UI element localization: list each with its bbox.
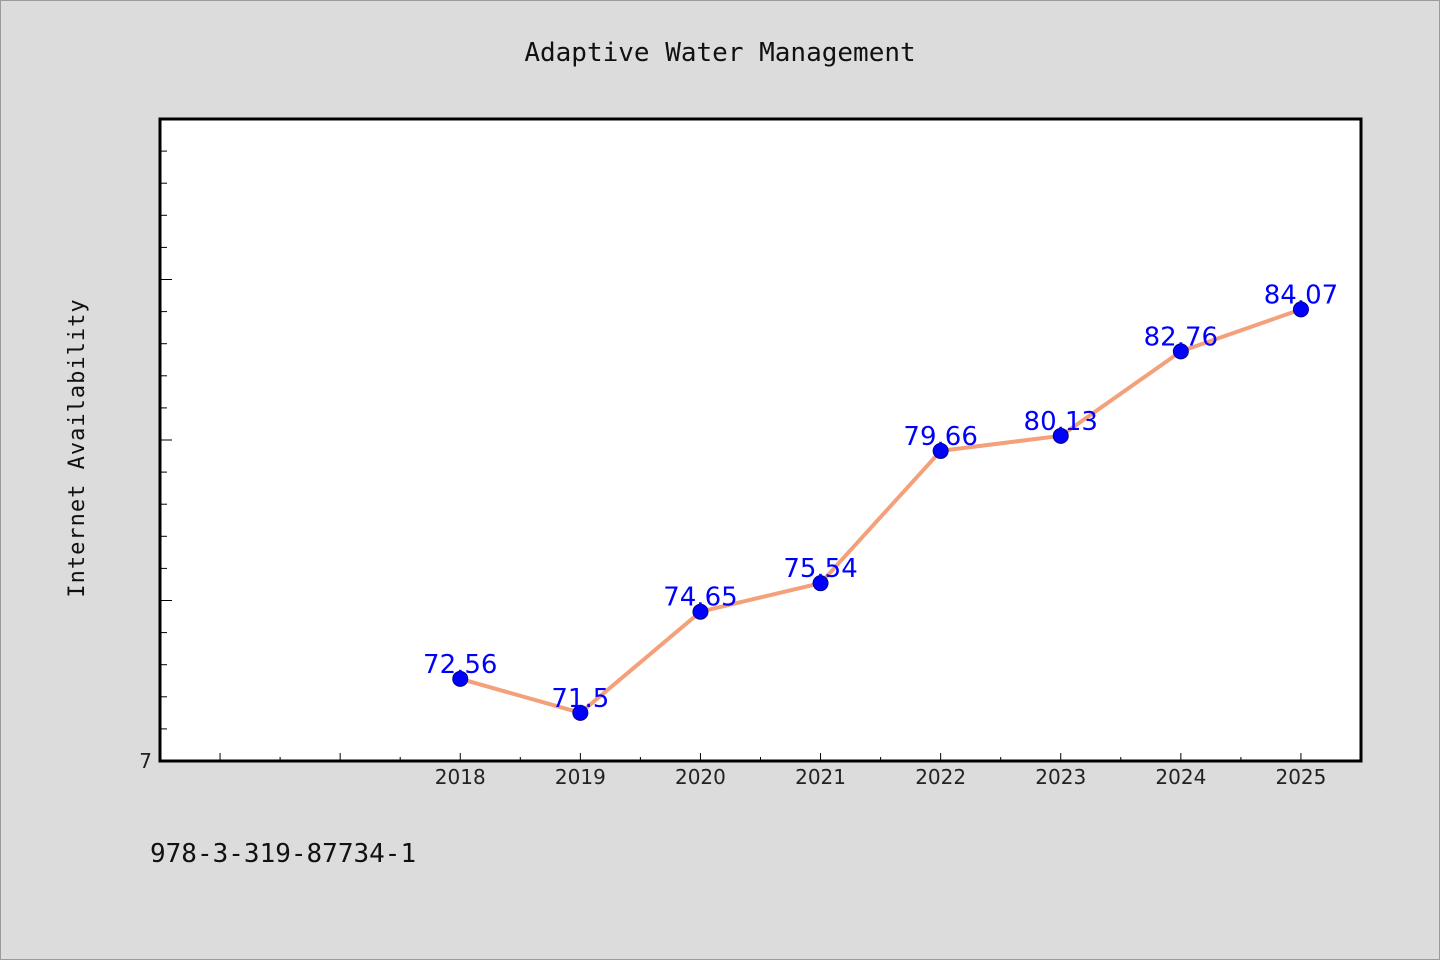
x-tick-label: 2021 [795, 765, 846, 789]
data-point [812, 575, 829, 592]
data-point [1292, 301, 1309, 318]
y-axis-label: Internet Availability [65, 298, 90, 597]
x-tick-label: 2024 [1155, 765, 1206, 789]
data-point [572, 704, 589, 721]
data-label: 74.65 [663, 583, 737, 613]
data-point [932, 442, 949, 459]
x-tick-label: 2018 [435, 765, 486, 789]
x-tick-label: 2023 [1035, 765, 1086, 789]
data-label: 80.13 [1024, 407, 1098, 437]
data-label: 79.66 [903, 422, 977, 452]
plot-area [158, 117, 1363, 763]
data-label: 72.56 [423, 650, 497, 680]
series-line [458, 307, 1303, 715]
y-axis-ticks: 7 [139, 150, 172, 773]
data-point [1052, 427, 1069, 444]
chart-title: Adaptive Water Management [524, 38, 915, 68]
x-tick-label: 2025 [1275, 765, 1326, 789]
data-label: 82.76 [1144, 322, 1218, 352]
y-tick-label: 7 [139, 749, 152, 773]
x-tick-label: 2019 [555, 765, 606, 789]
x-tick-label: 2022 [915, 765, 966, 789]
x-axis-ticks: 2018 2019 2020 2021 2022 2023 2024 2025 [219, 753, 1326, 789]
data-point [452, 670, 469, 687]
data-label: 75.54 [783, 554, 857, 584]
data-point [692, 603, 709, 620]
series-layer: 72.56 71.5 74.65 75.54 79.66 80.13 82.76 84.07 [423, 280, 1338, 721]
isbn-text: 978-3-319-87734-1 [150, 839, 416, 869]
data-point [1172, 343, 1189, 360]
data-label: 71.5 [551, 684, 609, 714]
x-tick-label: 2020 [675, 765, 726, 789]
data-label: 84.07 [1264, 280, 1338, 310]
